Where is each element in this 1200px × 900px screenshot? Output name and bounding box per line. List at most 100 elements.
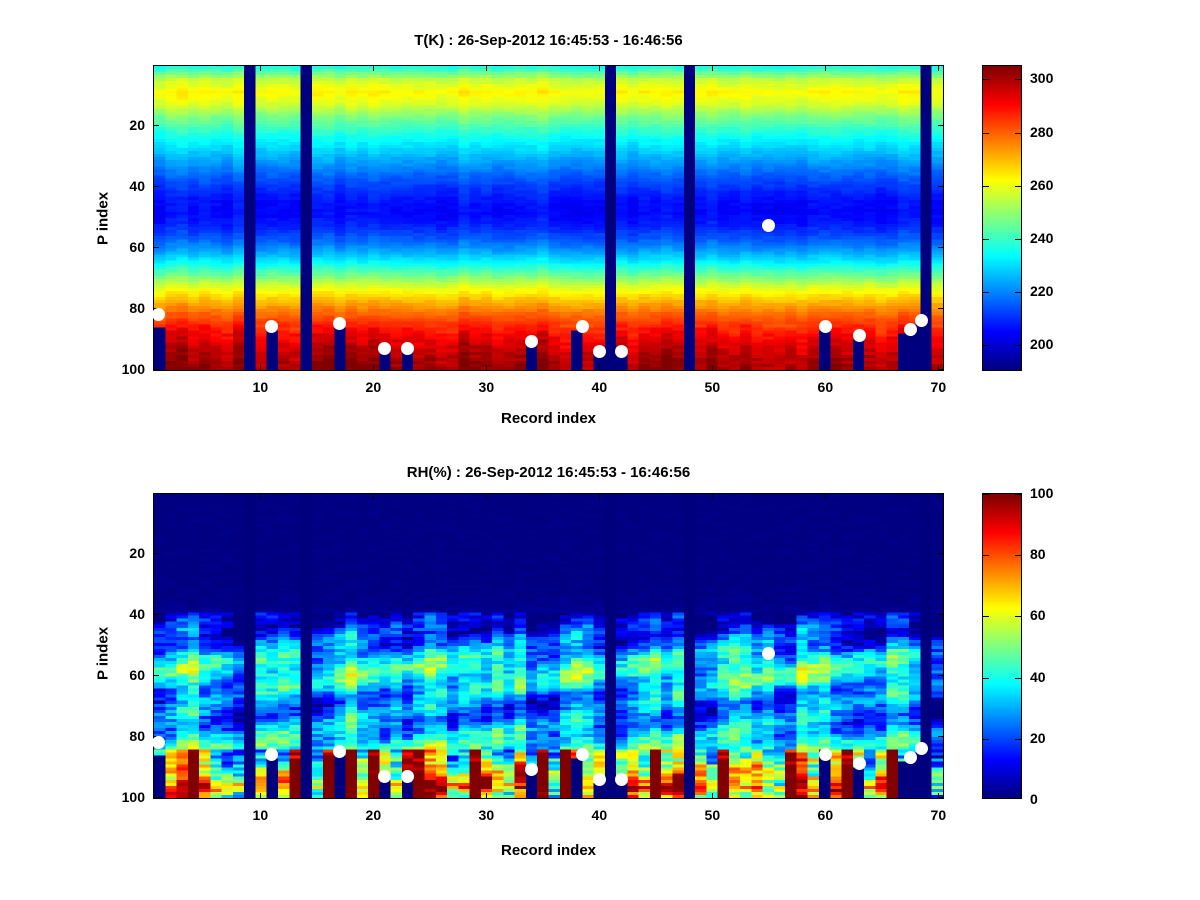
x-tick-mark xyxy=(486,365,488,371)
x-tick-label: 10 xyxy=(252,379,269,395)
colorbar-tick-mark xyxy=(1015,345,1021,347)
surface-level-marker xyxy=(818,748,832,762)
humidity-x-axis-label: Record index xyxy=(500,842,597,859)
surface-level-marker xyxy=(265,320,279,334)
colorbar-tick-mark xyxy=(1015,132,1021,134)
x-tick-mark xyxy=(373,493,375,499)
surface-level-marker xyxy=(852,329,866,343)
y-tick-mark xyxy=(153,124,159,126)
y-tick-mark xyxy=(938,124,944,126)
x-tick-label: 60 xyxy=(817,379,834,395)
y-tick-mark xyxy=(153,675,159,677)
x-tick-label: 40 xyxy=(591,807,608,823)
humidity-heatmap-axes[interactable] xyxy=(153,493,944,799)
temperature-heatmap-axes[interactable] xyxy=(153,65,944,371)
surface-level-marker xyxy=(592,344,606,358)
y-tick-mark xyxy=(938,369,944,371)
y-tick-mark xyxy=(938,736,944,738)
x-tick-label: 20 xyxy=(365,379,382,395)
surface-level-marker xyxy=(903,323,917,337)
colorbar-tick-label: 280 xyxy=(1030,123,1054,140)
colorbar-tick-mark xyxy=(1015,292,1021,294)
y-tick-mark xyxy=(938,797,944,799)
x-tick-mark xyxy=(938,65,940,71)
surface-level-marker xyxy=(592,772,606,786)
colorbar-tick-mark xyxy=(983,494,989,495)
colorbar-tick-mark xyxy=(1015,738,1021,740)
temperature-colorbar[interactable] xyxy=(982,65,1022,371)
temperature-y-axis-label: P index xyxy=(94,191,112,246)
surface-level-marker xyxy=(152,735,166,749)
y-tick-label: 60 xyxy=(129,667,145,684)
x-tick-label: 30 xyxy=(478,379,495,395)
surface-level-marker xyxy=(265,748,279,762)
x-tick-mark xyxy=(938,793,940,799)
x-tick-mark xyxy=(712,793,714,799)
x-tick-mark xyxy=(825,365,827,371)
temperature-plot-title: T(K) : 26-Sep-2012 16:45:53 - 16:46:56 xyxy=(414,32,683,49)
x-tick-mark xyxy=(712,365,714,371)
x-tick-mark xyxy=(373,365,375,371)
y-tick-mark xyxy=(938,552,944,554)
y-tick-mark xyxy=(938,675,944,677)
colorbar-tick-mark xyxy=(1015,185,1021,187)
x-tick-label: 10 xyxy=(252,807,269,823)
surface-level-marker xyxy=(615,344,629,358)
humidity-plot-title: RH(%) : 26-Sep-2012 16:45:53 - 16:46:56 xyxy=(406,464,691,481)
colorbar-tick-label: 40 xyxy=(1030,668,1046,685)
surface-level-marker xyxy=(400,769,414,783)
colorbar-tick-mark xyxy=(983,185,989,187)
colorbar-tick-mark xyxy=(1015,238,1021,240)
colorbar-tick-mark xyxy=(983,555,989,557)
x-tick-label: 50 xyxy=(704,807,721,823)
y-tick-label: 60 xyxy=(129,239,145,256)
surface-level-marker xyxy=(152,307,166,321)
colorbar-tick-label: 300 xyxy=(1030,70,1054,87)
humidity-colorbar[interactable] xyxy=(982,493,1022,799)
panel-temperature: T(K) : 26-Sep-2012 16:45:53 - 16:46:56 P… xyxy=(94,32,1054,427)
x-tick-mark xyxy=(825,65,827,71)
x-tick-mark xyxy=(599,365,601,371)
colorbar-tick-mark xyxy=(983,738,989,740)
y-tick-label: 20 xyxy=(129,544,145,561)
x-tick-mark xyxy=(373,793,375,799)
surface-level-marker xyxy=(575,320,589,334)
surface-level-marker xyxy=(852,757,866,771)
colorbar-tick-mark xyxy=(1015,79,1021,81)
x-tick-label: 70 xyxy=(930,379,947,395)
colorbar-tick-mark xyxy=(983,292,989,294)
colorbar-tick-label: 60 xyxy=(1030,607,1046,624)
x-tick-mark xyxy=(260,365,262,371)
x-tick-mark xyxy=(260,793,262,799)
surface-level-marker xyxy=(332,745,346,759)
x-tick-mark xyxy=(712,493,714,499)
surface-level-marker xyxy=(615,772,629,786)
surface-level-marker xyxy=(332,317,346,331)
colorbar-tick-label: 20 xyxy=(1030,729,1046,746)
surface-level-marker xyxy=(914,314,928,327)
surface-level-marker xyxy=(762,647,776,661)
y-tick-mark xyxy=(938,308,944,310)
y-tick-mark xyxy=(938,613,944,615)
colorbar-tick-mark xyxy=(1015,677,1021,679)
x-tick-mark xyxy=(599,493,601,499)
colorbar-tick-label: 100 xyxy=(1030,485,1054,501)
colorbar-tick-mark xyxy=(983,677,989,679)
y-tick-label: 40 xyxy=(129,605,145,622)
colorbar-tick-mark xyxy=(1015,616,1021,618)
y-tick-label: 80 xyxy=(129,728,145,745)
colorbar-tick-label: 0 xyxy=(1030,791,1038,807)
colorbar-tick-mark xyxy=(983,132,989,134)
x-tick-mark xyxy=(260,65,262,71)
x-tick-mark xyxy=(938,365,940,371)
x-tick-mark xyxy=(938,493,940,499)
y-tick-mark xyxy=(153,797,159,799)
y-tick-mark xyxy=(153,552,159,554)
x-tick-mark xyxy=(486,493,488,499)
surface-level-marker xyxy=(525,763,539,777)
x-tick-label: 70 xyxy=(930,807,947,823)
surface-level-marker xyxy=(378,341,392,355)
colorbar-tick-mark xyxy=(983,616,989,618)
colorbar-tick-mark xyxy=(1015,555,1021,557)
